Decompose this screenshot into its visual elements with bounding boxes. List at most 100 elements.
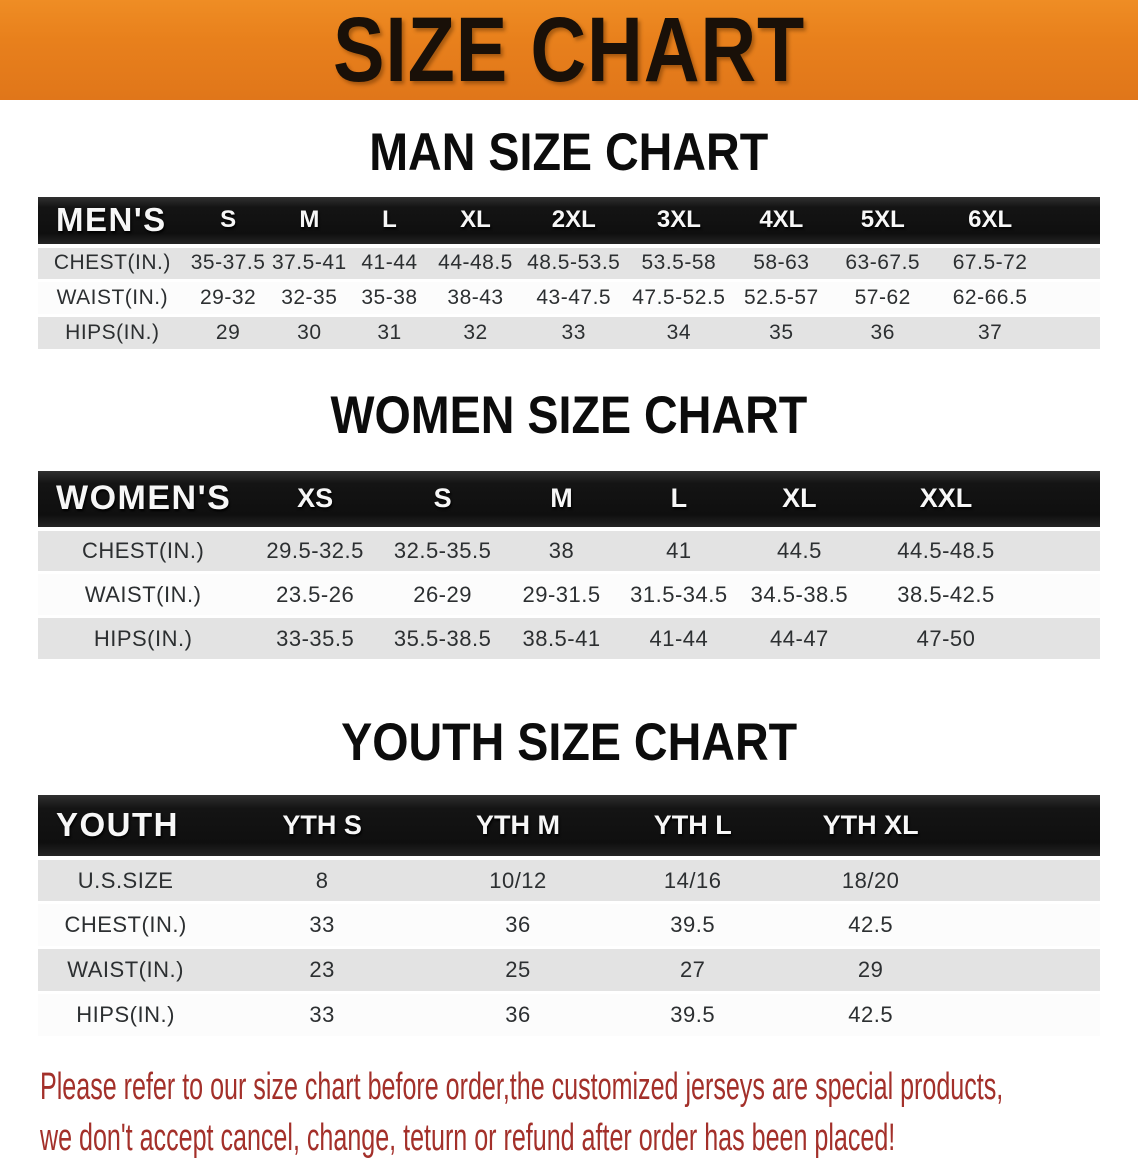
- youth-table-title: YOUTH: [38, 794, 214, 858]
- cell: 36: [505, 1002, 531, 1028]
- cell: 35-38: [361, 286, 418, 310]
- row-label: HIPS(IN.): [76, 1002, 175, 1028]
- order-notice: Please refer to our size chart before or…: [38, 1039, 1100, 1161]
- men-table-title: MEN'S: [38, 196, 187, 246]
- men-table-header-row: MEN'S S M L XL 2XL 3XL 4XL 5XL 6XL: [38, 196, 1100, 246]
- table-row: HIPS(IN.) 33 36 39.5 42.5: [38, 992, 1100, 1038]
- column-header: 5XL: [831, 196, 935, 246]
- row-label: WAIST(IN.): [56, 286, 169, 310]
- cell: 38-43: [447, 286, 504, 310]
- cell: 63-67.5: [845, 251, 921, 275]
- cell: 52.5-57: [743, 286, 819, 310]
- row-label: WAIST(IN.): [84, 581, 202, 607]
- column-header: XXL: [861, 470, 1100, 529]
- column-header: S: [186, 196, 270, 246]
- table-row: HIPS(IN.) 29 30 31 32 33 34 35 36 37: [38, 315, 1100, 351]
- cell: 57-62: [854, 286, 911, 310]
- column-header: 4XL: [731, 196, 832, 246]
- cell: 23: [309, 957, 335, 983]
- cell: 8: [315, 867, 329, 893]
- column-header: L: [349, 196, 430, 246]
- notice-line-1: Please refer to our size chart before or…: [40, 1065, 1100, 1110]
- table-row: CHEST(IN.) 29.5-32.5 32.5-35.5 38 41 44.…: [38, 528, 1100, 573]
- column-header: M: [503, 470, 620, 529]
- notice-line-2-text: we don't accept cancel, change, teturn o…: [40, 1117, 896, 1160]
- cell: 41-44: [361, 251, 418, 275]
- column-header: YTH XL: [780, 794, 1100, 858]
- cell: 39.5: [670, 1002, 716, 1028]
- cell: 48.5-53.5: [527, 251, 621, 275]
- cell: 32.5-35.5: [393, 538, 492, 564]
- table-row: WAIST(IN.) 23 25 27 29: [38, 947, 1100, 993]
- cell: 62-66.5: [952, 286, 1028, 310]
- cell: 32: [463, 321, 488, 345]
- men-size-table: MEN'S S M L XL 2XL 3XL 4XL 5XL 6XL CHEST…: [38, 196, 1100, 353]
- column-header: 3XL: [626, 196, 732, 246]
- men-section-heading-text: MAN SIZE CHART: [369, 123, 769, 182]
- cell: 32-35: [281, 286, 338, 310]
- cell: 23.5-26: [276, 581, 355, 607]
- notice-line-1-text: Please refer to our size chart before or…: [40, 1066, 1004, 1109]
- column-header: M: [269, 196, 350, 246]
- cell: 33: [561, 321, 586, 345]
- youth-section-heading: YOUTH SIZE CHART: [38, 662, 1100, 771]
- cell: 37: [977, 321, 1003, 345]
- cell: 36: [870, 321, 895, 345]
- cell: 44.5: [776, 538, 822, 564]
- cell: 39.5: [670, 912, 716, 938]
- cell: 34.5-38.5: [750, 581, 849, 607]
- cell: 41: [666, 538, 692, 564]
- men-section-heading: MAN SIZE CHART: [38, 100, 1100, 181]
- table-row: WAIST(IN.) 29-32 32-35 35-38 38-43 43-47…: [38, 280, 1100, 316]
- column-header: S: [382, 470, 504, 529]
- row-label: CHEST(IN.): [64, 912, 187, 938]
- cell: 27: [679, 957, 706, 983]
- banner-title: SIZE CHART: [332, 0, 806, 101]
- cell: 38.5-42.5: [897, 581, 995, 607]
- cell: 44.5-48.5: [897, 538, 995, 564]
- column-header: YTH L: [605, 794, 781, 858]
- cell: 38: [548, 538, 575, 564]
- cell: 29-31.5: [522, 581, 601, 607]
- cell: 29.5-32.5: [266, 538, 364, 564]
- women-section-heading-text: WOMEN SIZE CHART: [330, 386, 808, 446]
- cell: 47.5-52.5: [632, 286, 726, 310]
- cell: 44-47: [770, 625, 829, 651]
- cell: 33-35.5: [276, 625, 355, 651]
- women-size-table: WOMEN'S XS S M L XL XXL CHEST(IN.) 29.5-…: [38, 470, 1100, 663]
- banner: SIZE CHART: [0, 0, 1138, 100]
- cell: 31: [377, 321, 402, 345]
- cell: 18/20: [841, 867, 900, 893]
- table-row: WAIST(IN.) 23.5-26 26-29 29-31.5 31.5-34…: [38, 572, 1100, 617]
- cell: 58-63: [753, 251, 810, 275]
- youth-size-table: YOUTH YTH S YTH M YTH L YTH XL U.S.SIZE …: [38, 794, 1100, 1040]
- table-row: CHEST(IN.) 35-37.5 37.5-41 41-44 44-48.5…: [38, 245, 1100, 281]
- column-header: YTH M: [430, 794, 606, 858]
- row-label: CHEST(IN.): [53, 251, 171, 275]
- column-header: YTH S: [213, 794, 431, 858]
- row-label: CHEST(IN.): [81, 538, 205, 564]
- table-row: U.S.SIZE 8 10/12 14/16 18/20: [38, 857, 1100, 903]
- cell: 37.5-41: [271, 251, 347, 275]
- women-table-header-row: WOMEN'S XS S M L XL XXL: [38, 470, 1100, 529]
- cell: 34: [666, 321, 692, 345]
- women-table-title: WOMEN'S: [38, 470, 249, 529]
- cell: 42.5: [848, 1002, 894, 1028]
- column-header: XL: [429, 196, 522, 246]
- women-section-heading: WOMEN SIZE CHART: [38, 352, 1100, 444]
- row-label: WAIST(IN.): [67, 957, 184, 983]
- cell: 14/16: [663, 867, 722, 893]
- cell: 36: [505, 912, 531, 938]
- row-label: U.S.SIZE: [77, 867, 174, 893]
- cell: 25: [505, 957, 531, 983]
- cell: 31.5-34.5: [630, 581, 728, 607]
- column-header: 6XL: [934, 196, 1100, 246]
- table-row: CHEST(IN.) 33 36 39.5 42.5: [38, 902, 1100, 948]
- table-row: HIPS(IN.) 33-35.5 35.5-38.5 38.5-41 41-4…: [38, 616, 1100, 661]
- notice-line-2: we don't accept cancel, change, teturn o…: [40, 1116, 1100, 1161]
- cell: 29-32: [199, 286, 257, 310]
- cell: 41-44: [649, 625, 709, 651]
- column-header: L: [619, 470, 738, 529]
- cell: 35: [769, 321, 794, 345]
- cell: 42.5: [848, 912, 894, 938]
